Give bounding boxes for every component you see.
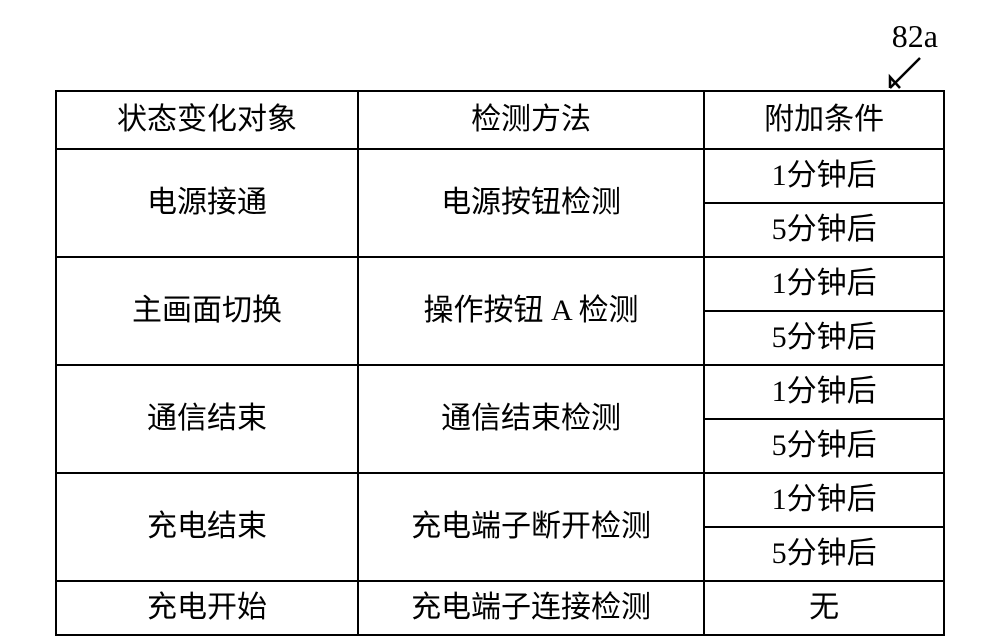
cell-detection: 充电端子断开检测: [358, 473, 704, 581]
col-header-condition: 附加条件: [704, 91, 944, 149]
cell-detection: 电源按钮检测: [358, 149, 704, 257]
cell-condition: 5分钟后: [704, 527, 944, 581]
cell-object: 电源接通: [56, 149, 358, 257]
cell-object: 充电结束: [56, 473, 358, 581]
figure-label: 82a: [892, 18, 938, 55]
cell-condition: 1分钟后: [704, 473, 944, 527]
table-row: 充电结束充电端子断开检测1分钟后: [56, 473, 944, 527]
cell-condition: 5分钟后: [704, 203, 944, 257]
cell-condition: 5分钟后: [704, 311, 944, 365]
table-row: 电源接通电源按钮检测1分钟后: [56, 149, 944, 203]
table-row: 主画面切换操作按钮 A 检测1分钟后: [56, 257, 944, 311]
state-change-table: 状态变化对象 检测方法 附加条件 电源接通电源按钮检测1分钟后5分钟后主画面切换…: [55, 90, 945, 636]
cell-condition: 5分钟后: [704, 419, 944, 473]
cell-object: 主画面切换: [56, 257, 358, 365]
cell-condition: 1分钟后: [704, 149, 944, 203]
cell-detection: 操作按钮 A 检测: [358, 257, 704, 365]
cell-detection: 通信结束检测: [358, 365, 704, 473]
col-header-object: 状态变化对象: [56, 91, 358, 149]
table-body: 电源接通电源按钮检测1分钟后5分钟后主画面切换操作按钮 A 检测1分钟后5分钟后…: [56, 149, 944, 635]
table-row: 通信结束通信结束检测1分钟后: [56, 365, 944, 419]
cell-condition: 1分钟后: [704, 257, 944, 311]
state-change-table-container: 状态变化对象 检测方法 附加条件 电源接通电源按钮检测1分钟后5分钟后主画面切换…: [55, 90, 945, 636]
cell-condition: 1分钟后: [704, 365, 944, 419]
table-header-row: 状态变化对象 检测方法 附加条件: [56, 91, 944, 149]
col-header-detection: 检测方法: [358, 91, 704, 149]
cell-object: 通信结束: [56, 365, 358, 473]
